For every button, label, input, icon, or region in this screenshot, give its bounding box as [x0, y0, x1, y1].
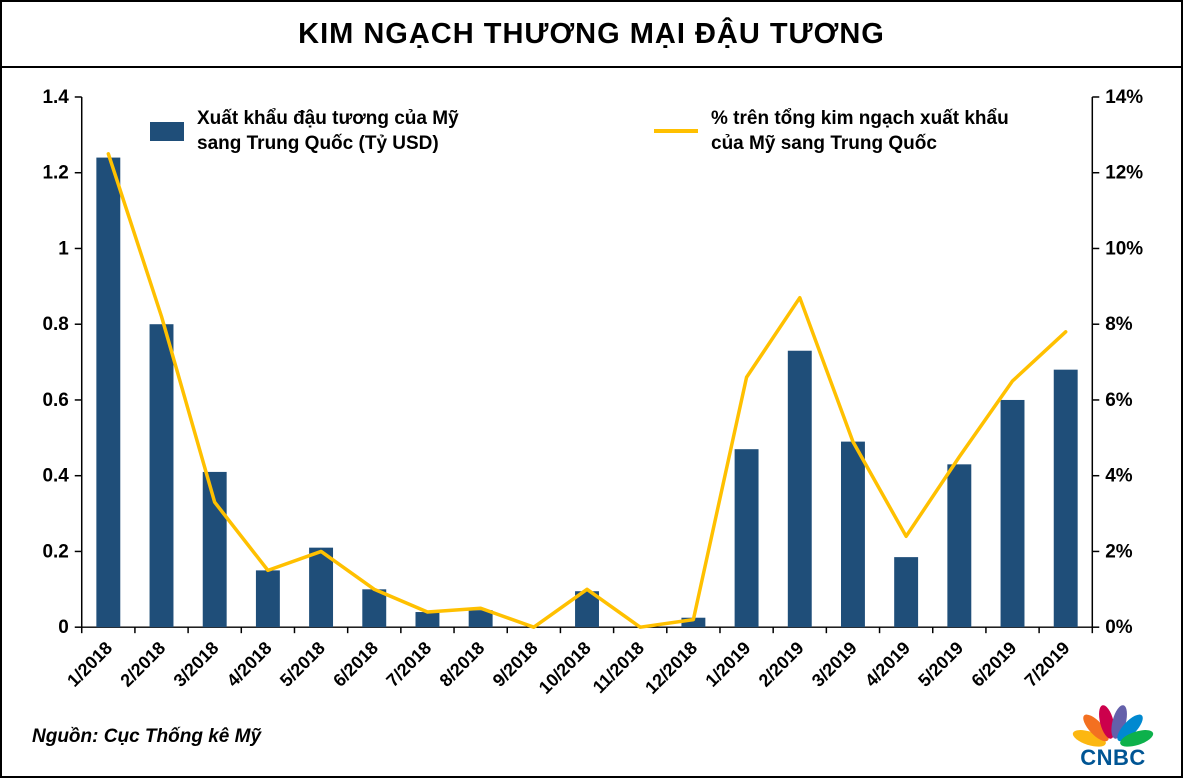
legend-line-label-line1: % trên tổng kim ngạch xuất khẩu	[711, 108, 1009, 129]
svg-text:5/2018: 5/2018	[276, 638, 329, 691]
svg-text:1/2019: 1/2019	[701, 638, 754, 691]
legend-line-label-line2: của Mỹ sang Trung Quốc	[711, 133, 937, 155]
bar-series-swatch	[150, 121, 184, 141]
legend-bars-label-line2: sang Trung Quốc (Tỷ USD)	[197, 133, 439, 155]
svg-text:1/2018: 1/2018	[63, 638, 116, 691]
svg-text:6/2019: 6/2019	[967, 638, 1020, 691]
cnbc-wordmark: CNBC	[1080, 745, 1146, 770]
svg-text:12%: 12%	[1105, 163, 1143, 184]
chart-canvas: 0 0.2 0.4 0.6 0.8 1 1.2 1.4 0% 2% 4% 6% 8% 10% 12% 14% 1…	[42, 87, 1143, 698]
legend-bars-label-line1: Xuất khẩu đậu tương của Mỹ	[197, 108, 459, 129]
svg-text:2/2018: 2/2018	[116, 638, 169, 691]
svg-text:10%: 10%	[1105, 238, 1143, 259]
legend-line-label: % trên tổng kim ngạch xuất khẩu của Mỹ s…	[711, 106, 1009, 156]
svg-text:8%: 8%	[1105, 314, 1133, 335]
svg-text:0: 0	[58, 617, 69, 638]
svg-text:3/2019: 3/2019	[808, 638, 861, 691]
cnbc-logo: CNBC	[1071, 703, 1155, 771]
svg-text:12/2018: 12/2018	[641, 638, 701, 698]
svg-text:0.8: 0.8	[42, 314, 68, 335]
svg-text:1.2: 1.2	[42, 163, 68, 184]
svg-text:2%: 2%	[1105, 541, 1133, 562]
svg-text:5/2019: 5/2019	[914, 638, 967, 691]
legend-line: % trên tổng kim ngạch xuất khẩu của Mỹ s…	[654, 106, 1009, 156]
legend-bars: Xuất khẩu đậu tương của Mỹ sang Trung Qu…	[150, 106, 459, 156]
title-bar: KIM NGẠCH THƯƠNG MẠI ĐẬU TƯƠNG	[2, 2, 1181, 68]
line-series-swatch	[654, 129, 698, 134]
svg-text:2/2019: 2/2019	[755, 638, 808, 691]
source-note: Nguồn: Cục Thống kê Mỹ	[32, 726, 262, 747]
svg-text:0.4: 0.4	[42, 466, 69, 487]
svg-text:8/2018: 8/2018	[436, 638, 489, 691]
legend-bars-label: Xuất khẩu đậu tương của Mỹ sang Trung Qu…	[197, 106, 459, 156]
svg-text:9/2018: 9/2018	[489, 638, 542, 691]
peacock-icon	[1072, 705, 1154, 747]
svg-text:0.2: 0.2	[42, 541, 68, 562]
svg-text:1.4: 1.4	[42, 87, 69, 108]
svg-text:7/2018: 7/2018	[382, 638, 435, 691]
svg-text:14%: 14%	[1105, 87, 1143, 108]
chart-area: 0 0.2 0.4 0.6 0.8 1 1.2 1.4 0% 2% 4% 6% 8% 10% 12% 14% 1…	[2, 68, 1181, 708]
chart-title: KIM NGẠCH THƯƠNG MẠI ĐẬU TƯƠNG	[298, 17, 885, 50]
svg-text:7/2019: 7/2019	[1021, 638, 1074, 691]
svg-text:3/2018: 3/2018	[170, 638, 223, 691]
svg-text:0%: 0%	[1105, 617, 1133, 638]
footer: Nguồn: Cục Thống kê Mỹ CNBC	[2, 703, 1181, 776]
svg-text:4/2018: 4/2018	[223, 638, 276, 691]
svg-text:1: 1	[58, 238, 69, 259]
svg-text:6/2018: 6/2018	[329, 638, 382, 691]
svg-text:10/2018: 10/2018	[535, 638, 595, 698]
svg-text:11/2018: 11/2018	[589, 638, 648, 697]
svg-text:4/2019: 4/2019	[861, 638, 914, 691]
svg-text:0.6: 0.6	[42, 390, 68, 411]
svg-text:4%: 4%	[1105, 466, 1133, 487]
svg-text:6%: 6%	[1105, 390, 1133, 411]
